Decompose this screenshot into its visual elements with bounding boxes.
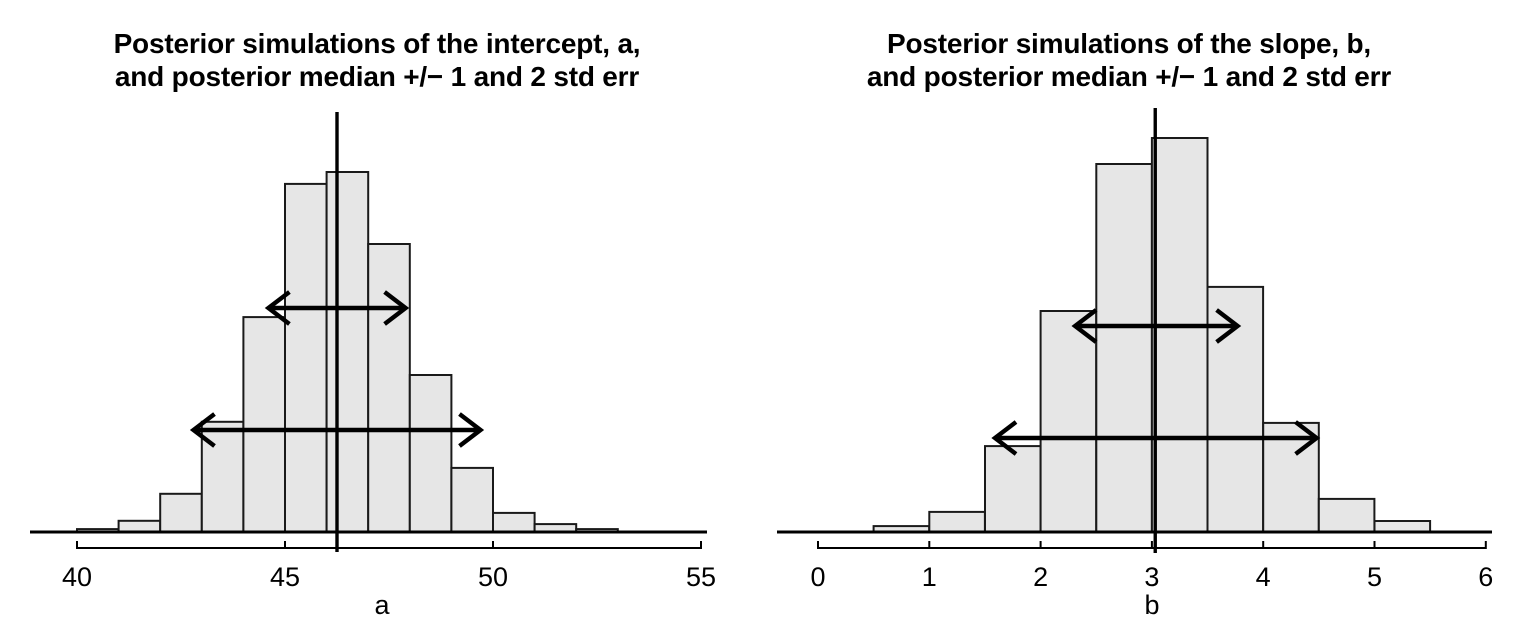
histogram-bar <box>450 466 494 533</box>
se1-arrow-right-head <box>1215 308 1242 344</box>
x-tick-label: 5 <box>1366 562 1383 592</box>
right-plot-title-line2: and posterior median +/− 1 and 2 std err <box>866 61 1392 92</box>
x-tick-label: 50 <box>477 562 509 592</box>
histogram-bar <box>1373 520 1432 533</box>
right-plot-title-line1: Posterior simulations of the slope, b, <box>886 28 1372 59</box>
left-x-axis-label: a <box>374 590 390 620</box>
histogram-bar <box>984 445 1042 534</box>
x-tick-label: 2 <box>1033 562 1049 592</box>
x-tick-label: 45 <box>269 562 301 592</box>
x-tick-label: 3 <box>1144 562 1160 592</box>
histogram-bar <box>492 511 536 534</box>
histogram-bar <box>117 519 162 533</box>
histogram-bar <box>1317 497 1376 533</box>
histogram-bar <box>284 182 328 533</box>
x-tick-label: 4 <box>1255 562 1271 592</box>
left-plot-title-line2: and posterior median +/− 1 and 2 std err <box>114 61 640 92</box>
se1-arrow-right-head <box>383 290 410 326</box>
left-plot-title-line1: Posterior simulations of the intercept, … <box>113 28 641 59</box>
se1-arrow-left-head <box>1071 308 1098 344</box>
histogram-bar <box>1150 137 1209 533</box>
se1-arrow-left-head <box>264 290 291 326</box>
right-plot-title: Posterior simulations of the slope, b, a… <box>779 27 1479 93</box>
se2-arrow-right-head <box>1294 420 1321 456</box>
histogram-bar <box>367 243 411 533</box>
histogram-bar <box>1039 310 1098 533</box>
se2-arrow-right-head <box>458 412 485 448</box>
x-tick-label: 40 <box>61 562 93 592</box>
histogram-bar <box>159 492 203 533</box>
x-tick-label: 0 <box>810 562 826 592</box>
x-tick-label: 55 <box>685 562 717 592</box>
histogram-bar <box>242 316 286 533</box>
right-x-axis-label: b <box>1144 590 1160 620</box>
histogram-bar <box>325 171 370 533</box>
histogram-bar <box>408 374 453 533</box>
histogram-bar <box>1095 163 1153 533</box>
left-plot-title: Posterior simulations of the intercept, … <box>27 27 727 93</box>
se2-arrow-left-head <box>991 420 1018 456</box>
histogram-bar <box>928 510 986 533</box>
x-tick-label: 1 <box>921 562 937 592</box>
x-tick-label: 6 <box>1478 562 1494 592</box>
se2-arrow-left-head <box>189 412 216 448</box>
